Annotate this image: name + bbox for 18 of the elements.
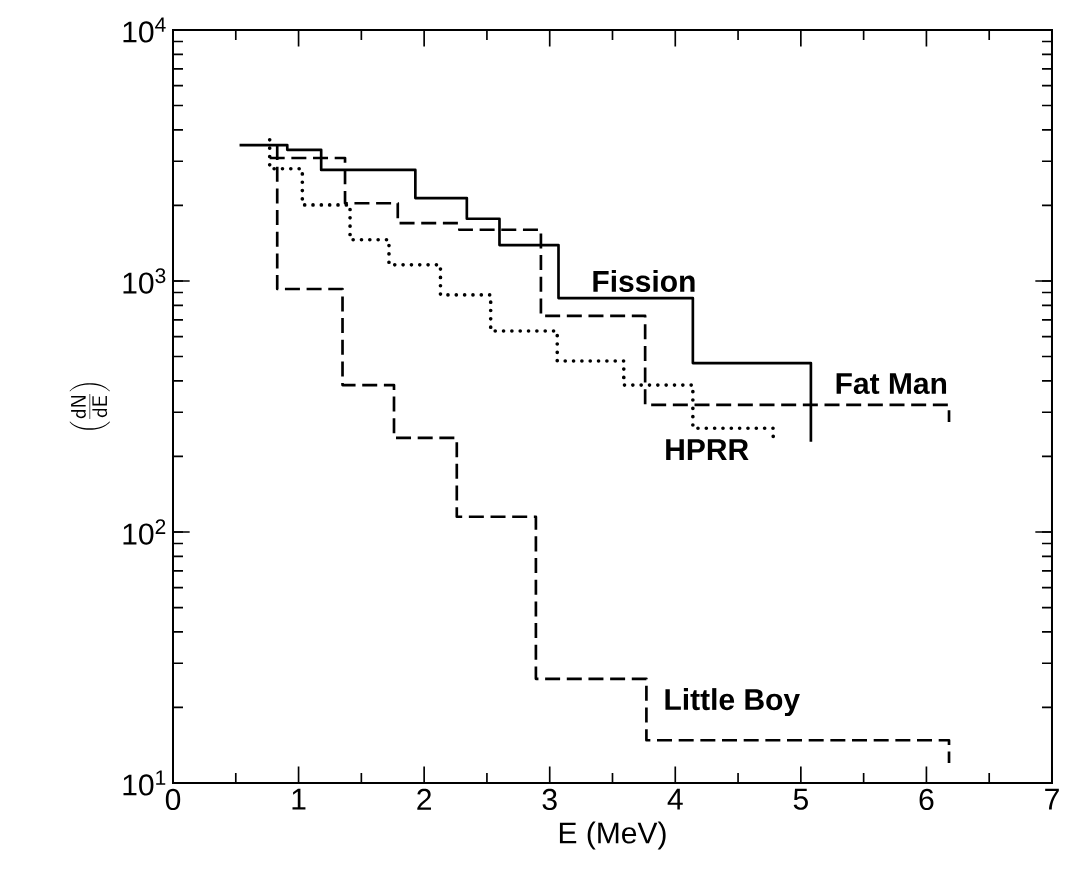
x-tick-label: 3 — [542, 788, 557, 811]
y-tick-label: 10$^{2}$ — [123, 519, 166, 545]
x-tick-label: 1 — [292, 788, 306, 810]
x-tick-label: 5 — [793, 788, 808, 810]
y-tick-label: 10$^{1}$ — [123, 770, 166, 796]
y-tick-label: 10$^{3}$ — [123, 268, 166, 294]
y-axis-title: $\left(\frac{\mathsf{dN}}{\mathsf{dE}}\right)$ — [69, 383, 110, 430]
x-tick-label: 0 — [165, 788, 181, 811]
y-tick-label: 10$^{4}$ — [123, 17, 166, 43]
x-tick-label: 6 — [919, 788, 934, 811]
x-tick-label: 4 — [667, 788, 683, 810]
series-label: Fission — [593, 269, 695, 292]
series-label: Little Boy — [665, 688, 800, 717]
series-label: Fat Man — [836, 373, 947, 395]
x-axis-title: E (MeV) — [559, 821, 666, 850]
x-tick-label: 2 — [417, 788, 431, 810]
x-tick-label: 7 — [1045, 788, 1059, 810]
series-label: HPRR — [666, 439, 749, 460]
